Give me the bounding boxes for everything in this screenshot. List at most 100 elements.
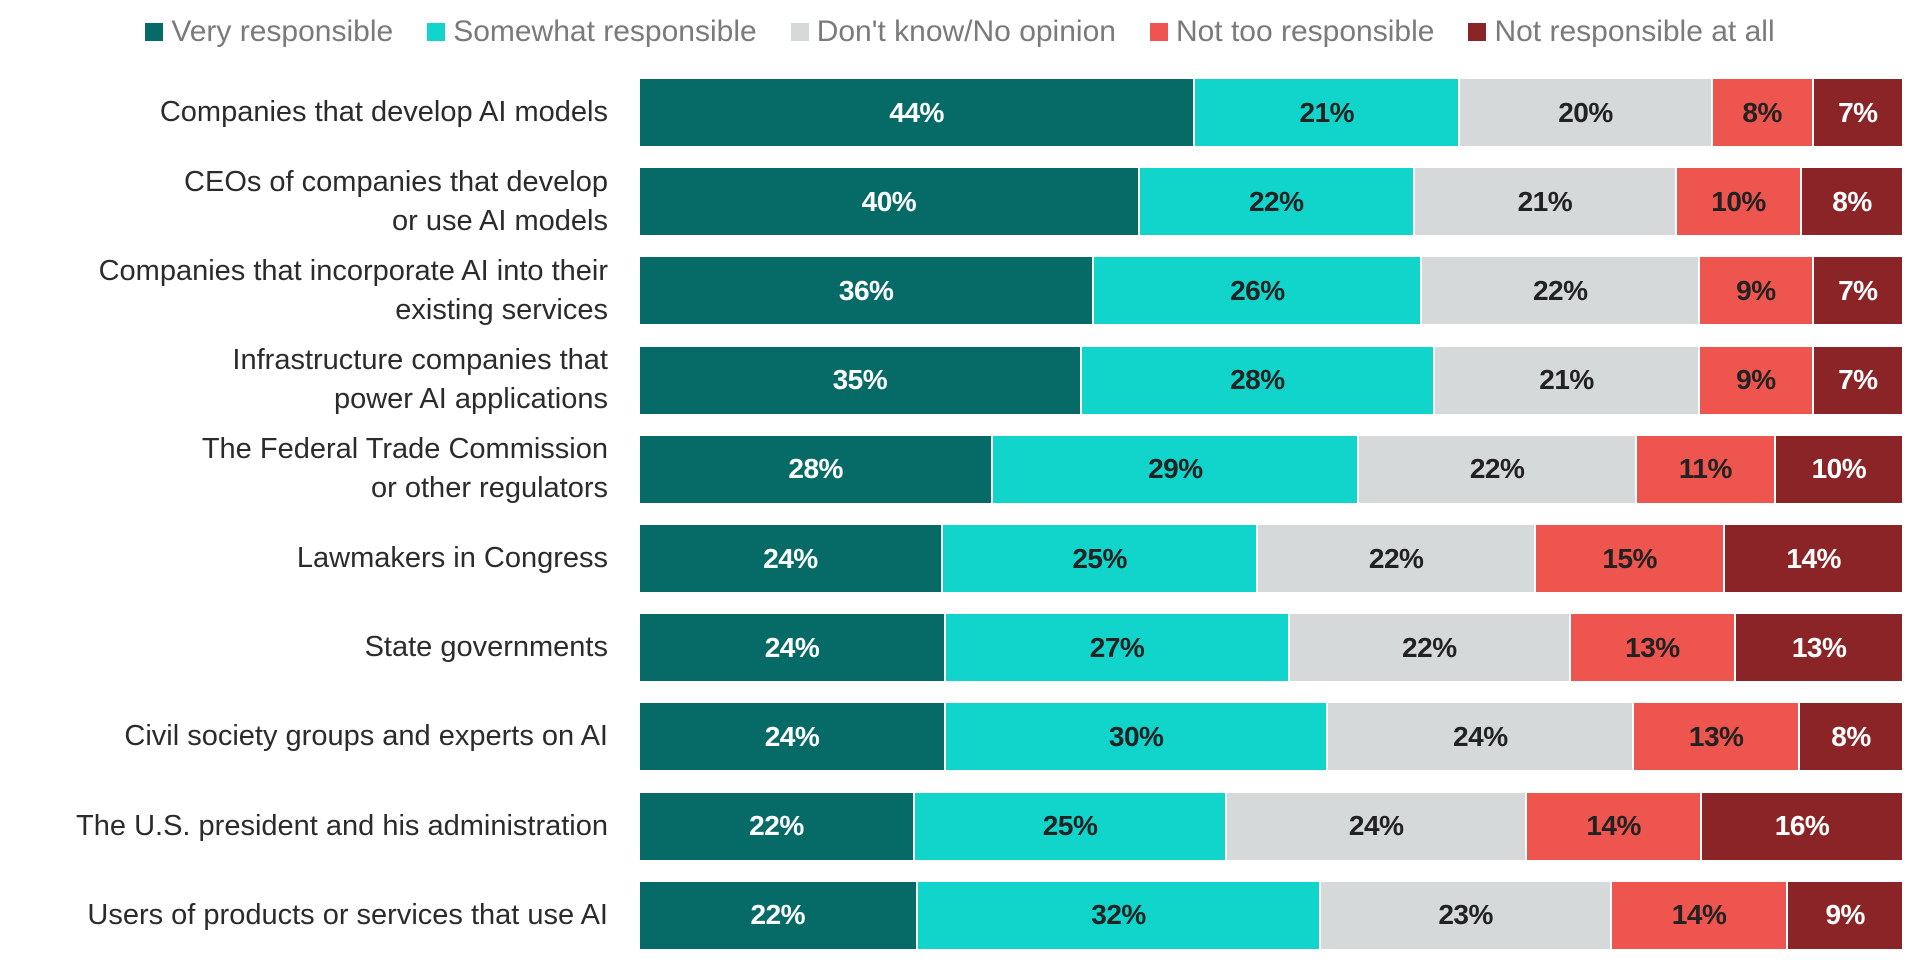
bar-segment: 24% [640, 614, 946, 682]
data-label: 14% [1586, 810, 1641, 842]
bar-segment: 11% [1636, 435, 1776, 503]
data-label: 11% [1678, 453, 1733, 485]
data-label: 9% [1736, 274, 1776, 306]
data-label: 10% [1711, 185, 1766, 217]
category-label: Users of products or services that use A… [8, 877, 608, 954]
data-label: 22% [1402, 631, 1457, 663]
data-label: 14% [1671, 899, 1727, 931]
legend-swatch [427, 23, 446, 41]
data-label: 27% [1089, 631, 1145, 663]
bar-segment: 20% [1460, 79, 1713, 146]
bar-segment: 8% [1800, 703, 1902, 771]
bar-segment: 22% [1258, 525, 1536, 592]
legend-item: Don't know/No opinion [790, 15, 1116, 49]
bar-segment: 24% [1328, 703, 1635, 771]
bar-segment: 30% [945, 703, 1329, 771]
data-label: 24% [1453, 720, 1508, 752]
data-label: 24% [763, 542, 818, 574]
data-label: 28% [1230, 364, 1285, 396]
category-label-line: CEOs of companies that develop [184, 165, 608, 198]
bar-segment: 8% [1712, 79, 1814, 146]
category-label-line: power AI applications [333, 383, 608, 416]
category-label: Infrastructure companies that power AI ap… [8, 342, 608, 419]
data-label: 8% [1832, 185, 1872, 217]
bar-segment: 7% [1813, 79, 1902, 146]
bar-segment: 15% [1536, 525, 1726, 592]
legend-item: Somewhat responsible [427, 15, 757, 49]
bar-segment: 14% [1611, 881, 1789, 949]
category-label-line: existing services [395, 293, 608, 326]
bar-segment: 24% [640, 703, 946, 771]
bar-row: 44% 21% 20% 8% 7% [640, 79, 1902, 146]
data-label: 28% [788, 453, 843, 485]
bar-segment: 21% [1414, 168, 1678, 236]
legend-swatch [1149, 23, 1168, 41]
legend-label: Very responsible [171, 15, 394, 48]
bar-segment: 36% [640, 257, 1095, 325]
data-label: 22% [1532, 274, 1588, 306]
data-label: 25% [1072, 542, 1127, 574]
bar-segment: 26% [1094, 257, 1423, 325]
bar-segment: 9% [1788, 881, 1902, 949]
category-label: State governments [8, 609, 608, 686]
data-label: 23% [1438, 899, 1493, 931]
bar-segment: 25% [914, 792, 1228, 860]
data-label: 10% [1811, 453, 1867, 485]
legend-item: Very responsible [145, 15, 393, 49]
bar-segment: 21% [1195, 79, 1461, 146]
category-label: CEOs of companies that develop or use AI … [8, 163, 608, 240]
legend-label: Not too responsible [1175, 15, 1435, 48]
bar-segment: 32% [917, 881, 1322, 949]
bar-segment: 23% [1321, 881, 1612, 949]
chart-legend: Very responsible Somewhat responsible Don'… [0, 10, 1920, 54]
category-label-line: State governments [364, 631, 608, 664]
category-label: The U.S. president and his administratio… [8, 788, 608, 865]
legend-label: Not responsible at all [1494, 15, 1775, 48]
bar-segment: 13% [1736, 614, 1902, 682]
data-label: 25% [1042, 810, 1098, 842]
category-label-line: Companies that develop AI models [159, 96, 608, 128]
data-label: 8% [1742, 96, 1782, 128]
bar-segment: 22% [1359, 435, 1637, 503]
data-label: 14% [1786, 542, 1841, 574]
bar-row: 24% 27% 22% 13% 13% [640, 614, 1902, 682]
data-label: 22% [750, 899, 806, 931]
data-label: 7% [1838, 96, 1878, 128]
data-label: 22% [1469, 453, 1525, 485]
bar-segment: 14% [1527, 792, 1703, 860]
category-label: Companies that incorporate AI into their… [8, 252, 608, 329]
category-label: Companies that develop AI models [8, 74, 608, 151]
legend-swatch [790, 23, 809, 41]
data-label: 22% [749, 810, 804, 842]
data-label: 20% [1558, 96, 1613, 128]
category-label-line: or other regulators [371, 472, 608, 505]
category-label-line: Lawmakers in Congress [296, 542, 608, 574]
bar-segment: 25% [942, 525, 1259, 592]
category-label-line: Civil society groups and experts on AI [124, 720, 608, 753]
category-label-line: The U.S. president and his administratio… [76, 809, 608, 842]
category-label-line: The Federal Trade Commission [201, 433, 608, 466]
bar-segment: 14% [1725, 525, 1902, 592]
bar-segment: 13% [1634, 703, 1800, 771]
data-label: 21% [1539, 364, 1594, 396]
bar-segment: 13% [1570, 614, 1737, 682]
data-label: 16% [1774, 810, 1830, 842]
data-label: 15% [1602, 542, 1657, 574]
data-label: 26% [1230, 274, 1285, 306]
bar-segment: 24% [1227, 792, 1528, 860]
data-label: 9% [1736, 364, 1776, 396]
data-label: 30% [1108, 720, 1164, 752]
bar-segment: 28% [640, 435, 994, 503]
bar-row: 22% 32% 23% 14% 9% [640, 881, 1902, 949]
bar-segment: 22% [1290, 614, 1571, 682]
bar-segment: 40% [640, 168, 1140, 236]
data-label: 36% [838, 274, 894, 306]
data-label: 21% [1299, 96, 1355, 128]
data-label: 24% [764, 720, 820, 752]
data-label: 13% [1791, 631, 1847, 663]
legend-item: Not too responsible [1149, 15, 1435, 49]
bar-row: 24% 30% 24% 13% 8% [640, 703, 1902, 771]
data-label: 9% [1825, 899, 1865, 931]
bar-segment: 7% [1813, 257, 1902, 325]
legend-swatch [1468, 23, 1487, 41]
